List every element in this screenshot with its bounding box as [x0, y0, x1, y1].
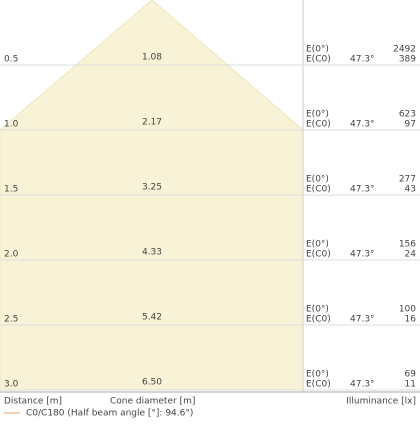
distance: 3.0 [4, 380, 19, 390]
ec0-value: 389 [399, 55, 416, 65]
e0-value: 2492 [393, 45, 416, 55]
e0-label: E(0°) [306, 175, 329, 185]
e0-value: 156 [399, 240, 416, 250]
e0-value: 277 [399, 175, 416, 185]
e0-label: E(0°) [306, 240, 329, 250]
e0-label: E(0°) [306, 45, 329, 55]
ec0-label: E(C0) [306, 380, 331, 390]
diameter: 5.42 [142, 313, 162, 323]
diameter: 2.17 [142, 118, 162, 128]
ec0-label: E(C0) [306, 185, 331, 195]
angle: 47.3° [350, 250, 375, 260]
angle: 47.3° [350, 120, 375, 130]
e0-value: 69 [405, 370, 417, 380]
distance: 1.0 [4, 120, 19, 130]
ec0-value: 11 [405, 380, 416, 390]
ec0-value: 16 [405, 315, 417, 325]
angle: 47.3° [350, 185, 375, 195]
ec0-value: 24 [405, 250, 417, 260]
diameter: 6.50 [142, 378, 162, 388]
diameter: 1.08 [142, 53, 162, 63]
e0-label: E(0°) [306, 305, 329, 315]
distance: 2.5 [4, 315, 18, 325]
ec0-value: 43 [405, 185, 416, 195]
diameter: 3.25 [142, 183, 162, 193]
ec0-label: E(C0) [306, 55, 331, 65]
footer-label: Illuminance [lx] [346, 397, 416, 407]
distance: 1.5 [4, 185, 18, 195]
e0-value: 100 [399, 305, 416, 315]
e0-label: E(0°) [306, 370, 329, 380]
legend-label: C0/C180 (Half beam angle [°]: 94.6°) [26, 409, 193, 419]
angle: 47.3° [350, 55, 375, 65]
distance: 0.5 [4, 55, 18, 65]
footer-label: Cone diameter [m] [110, 397, 195, 407]
ec0-label: E(C0) [306, 120, 331, 130]
ec0-label: E(C0) [306, 315, 331, 325]
diameter: 4.33 [142, 248, 162, 258]
distance: 2.0 [4, 250, 19, 260]
ec0-label: E(C0) [306, 250, 331, 260]
e0-value: 623 [399, 110, 416, 120]
footer-label: Distance [m] [4, 397, 62, 407]
angle: 47.3° [350, 380, 375, 390]
ec0-value: 97 [405, 120, 416, 130]
angle: 47.3° [350, 315, 375, 325]
e0-label: E(0°) [306, 110, 329, 120]
